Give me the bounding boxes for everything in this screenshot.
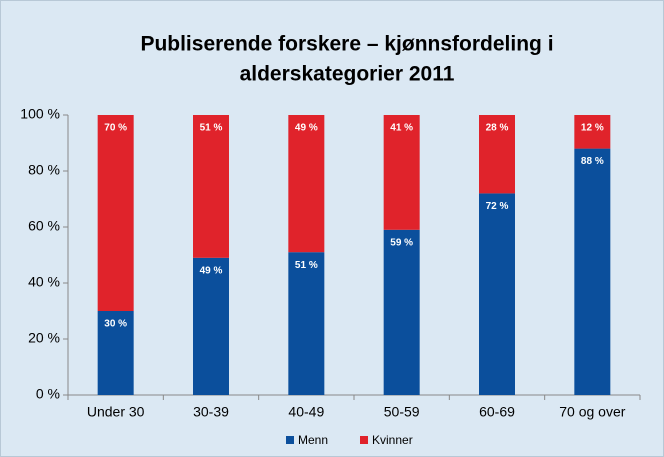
bar-segment [97,115,134,311]
legend-swatch [286,436,294,444]
x-tick-label: 50-59 [384,404,420,420]
bar-segment [193,115,229,258]
y-tick-label: 40 % [28,274,60,290]
value-label: 72 % [486,201,509,212]
bar-segment [479,193,515,395]
value-label: 49 % [200,265,223,276]
legend-label: Menn [298,433,328,447]
y-tick-label: 60 % [28,218,60,234]
value-label: 30 % [104,319,127,330]
value-label: 51 % [295,260,318,271]
y-tick-label: 20 % [28,330,60,346]
value-label: 70 % [104,123,127,134]
bar-segment [574,148,611,395]
value-label: 49 % [295,123,318,134]
value-label: 51 % [200,123,223,134]
value-label: 28 % [486,123,509,134]
bar-segment [288,115,325,253]
x-tick-label: 30-39 [193,404,229,420]
value-label: 41 % [390,123,413,134]
x-tick-label: 60-69 [479,404,515,420]
legend-label: Kvinner [372,433,413,447]
y-tick-label: 80 % [28,162,60,178]
y-tick-label: 100 % [20,106,60,122]
legend-swatch [360,436,368,444]
value-label: 59 % [390,237,413,248]
y-tick-label: 0 % [36,386,60,402]
bar-segment [479,115,515,194]
bar-segment [193,257,229,395]
chart-title: alderskategorier 2011 [240,63,455,86]
chart-title: Publiserende forskere – kjønnsfordeling … [140,33,553,56]
x-tick-label: Under 30 [87,404,145,420]
bar-segment [383,115,420,230]
bar-segment [288,252,325,395]
bar-segment [574,115,611,149]
bar-segment [97,311,134,395]
bar-segment [383,229,420,395]
x-tick-label: 40-49 [288,404,324,420]
value-label: 88 % [581,156,604,167]
x-tick-label: 70 og over [559,404,625,420]
value-label: 12 % [581,123,604,134]
